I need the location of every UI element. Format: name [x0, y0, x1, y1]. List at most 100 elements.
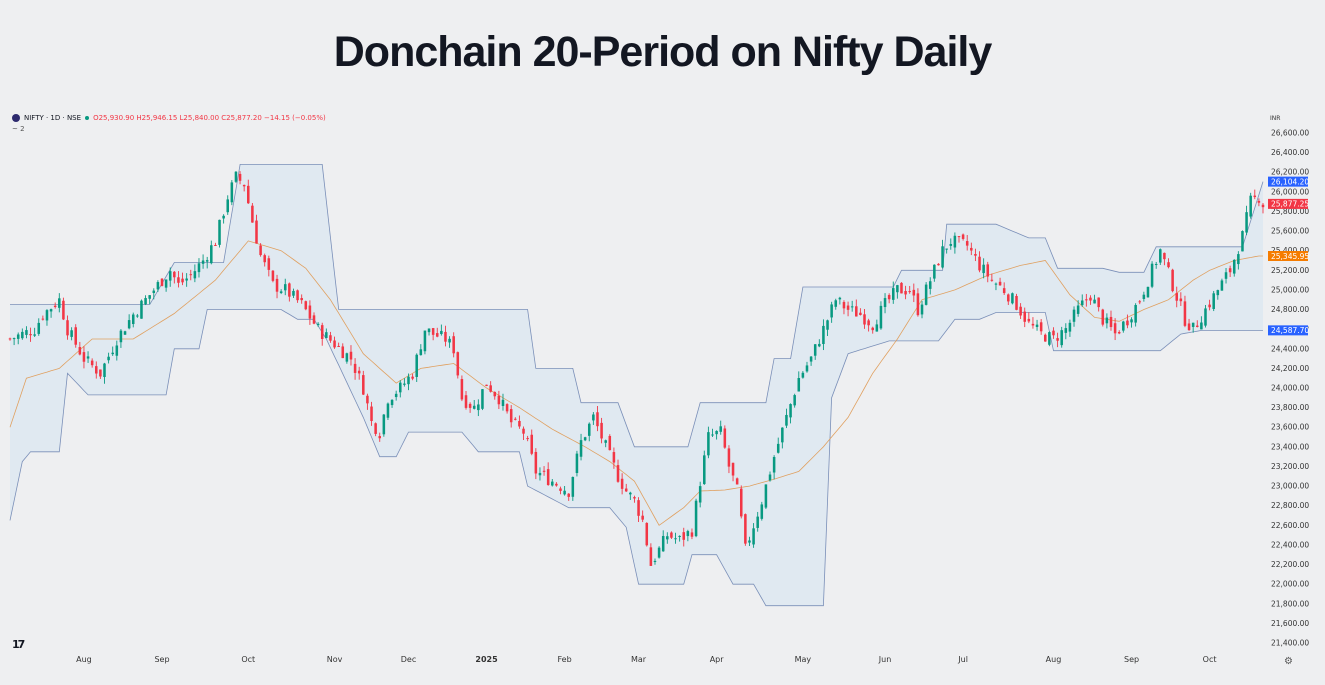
candle-body [444, 331, 447, 342]
candle-body [1146, 286, 1150, 298]
donchian-lower-line [9, 309, 1263, 607]
candle-body [173, 271, 176, 278]
candle-body [131, 314, 135, 325]
candle-body [501, 399, 505, 407]
x-axis-tick-label: May [795, 655, 812, 664]
candle-body [103, 363, 106, 378]
candle-body [735, 478, 739, 485]
candle-body [214, 244, 217, 246]
candle-body [164, 279, 168, 288]
candle-body [481, 389, 484, 409]
y-axis-tick-label: 22,400.00 [1271, 540, 1309, 549]
candle-body [1027, 318, 1031, 322]
candle-body [682, 532, 686, 540]
candle-body [1076, 305, 1080, 314]
candle-body [366, 395, 369, 404]
candle-body [242, 184, 246, 187]
candle-body [456, 352, 460, 376]
candle-body [181, 278, 184, 283]
candle-body [267, 258, 271, 270]
candle-body [275, 278, 279, 292]
candle-body [423, 330, 427, 352]
candle-body [518, 420, 521, 427]
candle-body [296, 290, 299, 301]
candle-body [386, 403, 390, 418]
candle-body [629, 492, 632, 495]
chart-area[interactable]: 26,600.00 26,400.00 26,200.00 26,000.00 25,8… [0, 108, 1325, 685]
candle-body [1245, 212, 1248, 233]
candle-body [357, 370, 361, 374]
candle-body [1191, 322, 1195, 327]
indicator-legend[interactable]: ~ 2 [12, 125, 25, 133]
candle-body [345, 353, 349, 362]
lower-price-label: 24,587.70 [1271, 326, 1309, 335]
candle-body [382, 414, 386, 435]
candle-body [842, 302, 846, 309]
candle-body [1249, 195, 1252, 217]
y-axis-tick-label: 25,000.00 [1271, 285, 1309, 294]
candle-body [1253, 195, 1257, 198]
candle-body [1142, 294, 1146, 299]
candle-body [990, 279, 994, 281]
candle-body [809, 356, 813, 362]
candle-body [727, 448, 731, 467]
y-axis-tick-label: 21,600.00 [1271, 619, 1309, 628]
candle-body [920, 304, 924, 315]
candle-body [123, 331, 127, 335]
candle-body [58, 298, 61, 308]
candle-body [908, 291, 911, 293]
candle-body [168, 271, 172, 281]
candle-body [489, 385, 492, 392]
candle-body [579, 440, 583, 457]
donchian-band-fill [10, 164, 1263, 606]
candle-body [1015, 295, 1018, 310]
candle-body [316, 323, 320, 326]
candle-body [477, 404, 480, 411]
candlestick-chart[interactable]: 26,600.00 26,400.00 26,200.00 26,000.00 25,8… [0, 108, 1325, 685]
candle-body [472, 405, 476, 409]
candle-body [937, 263, 940, 266]
settings-icon[interactable]: ⚙ [1284, 656, 1293, 667]
candle-body [928, 281, 932, 289]
y-axis-tick-label: 23,400.00 [1271, 442, 1309, 451]
candle-body [904, 291, 907, 295]
candle-body [686, 531, 690, 537]
candle-body [353, 363, 357, 373]
x-axis-tick-label: Jun [878, 655, 892, 664]
candle-body [690, 532, 694, 537]
candle-body [238, 173, 242, 181]
candle-body [37, 322, 41, 334]
candle-body [218, 219, 221, 245]
candle-body [764, 484, 768, 508]
candle-body [119, 330, 123, 343]
y-axis-tick-label: 25,600.00 [1271, 227, 1309, 236]
candle-body [1085, 299, 1088, 301]
y-axis-tick-label: 22,600.00 [1271, 521, 1309, 530]
candle-body [82, 352, 86, 362]
candle-body [21, 331, 24, 339]
candle-body [797, 378, 801, 392]
candle-body [883, 298, 887, 308]
candle-body [1080, 300, 1084, 306]
currency-label[interactable]: INR [1270, 115, 1281, 122]
candle-body [45, 310, 49, 321]
candle-body [998, 281, 1002, 286]
candle-body [107, 356, 110, 361]
candle-body [879, 305, 883, 329]
candle-body [374, 423, 377, 434]
legend-symbol: NIFTY · 1D · NSE [24, 114, 82, 122]
candle-body [127, 320, 131, 329]
candle-body [1031, 323, 1035, 326]
candle-body [283, 284, 287, 291]
y-axis-tick-label: 21,400.00 [1271, 639, 1309, 648]
candle-body [953, 235, 957, 248]
candle-body [641, 515, 644, 520]
candle-body [600, 422, 603, 439]
y-axis-tick-label: 22,000.00 [1271, 580, 1309, 589]
candle-body [312, 315, 316, 324]
legend-ohlc: O25,930.90 H25,946.15 L25,840.00 C25,877… [93, 114, 326, 122]
candle-body [1220, 280, 1224, 291]
candle-body [571, 476, 575, 497]
candle-body [620, 478, 624, 489]
candle-body [805, 365, 809, 372]
